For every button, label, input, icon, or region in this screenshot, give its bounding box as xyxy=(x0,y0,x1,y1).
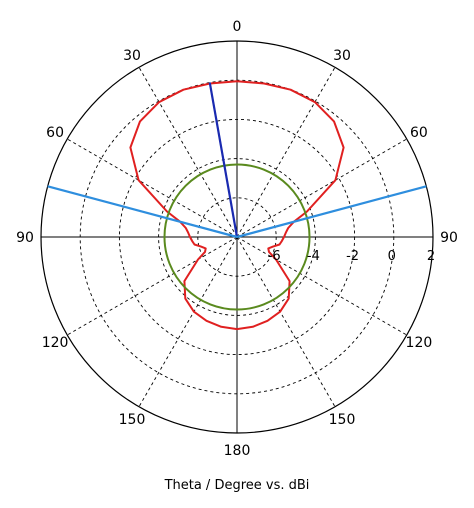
angle-tick-label: 90 xyxy=(440,230,458,246)
grid-spoke xyxy=(236,67,336,238)
grid-spoke xyxy=(67,138,238,238)
polar-series xyxy=(129,80,345,331)
polar-chart: 0 30 60 90 120 150 180 30 60 90 120 150 -6 -4 -2 0 2 xyxy=(16,19,458,459)
angle-tick-label: 180 xyxy=(224,443,251,459)
series-reference-circle xyxy=(163,163,311,311)
grid-spoke xyxy=(138,67,238,238)
grid-spoke xyxy=(236,236,407,336)
radial-tick-label: -4 xyxy=(307,249,320,264)
angle-tick-label: 120 xyxy=(406,335,433,351)
marker-line xyxy=(208,82,239,238)
series-gain-pattern xyxy=(129,80,345,331)
grid-spoke xyxy=(236,138,407,238)
marker-line xyxy=(236,185,427,239)
grid-spoke xyxy=(67,236,238,336)
chart-caption: Theta / Degree vs. dBi xyxy=(164,478,310,493)
angle-tick-label: 150 xyxy=(119,412,146,428)
angle-tick-label: 90 xyxy=(16,230,34,246)
angle-tick-label: 60 xyxy=(410,125,428,141)
radial-tick-label: 0 xyxy=(388,249,396,264)
grid-spoke xyxy=(138,236,238,407)
grid-spoke xyxy=(236,236,336,407)
radial-tick-label: -6 xyxy=(268,249,281,264)
angle-tick-label: 0 xyxy=(233,19,242,35)
polar-markers xyxy=(47,82,427,239)
polar-labels: 0 30 60 90 120 150 180 30 60 90 120 150 -6 -4 -2 0 2 xyxy=(16,19,458,459)
angle-tick-label: 60 xyxy=(46,125,64,141)
angle-tick-label: 150 xyxy=(329,412,356,428)
marker-line xyxy=(47,185,238,239)
radial-tick-label: -2 xyxy=(346,249,359,264)
radial-tick-label: 2 xyxy=(427,249,435,264)
angle-tick-label: 30 xyxy=(123,48,141,64)
polar-grid xyxy=(40,40,434,434)
angle-tick-label: 120 xyxy=(42,335,69,351)
angle-tick-label: 30 xyxy=(333,48,351,64)
